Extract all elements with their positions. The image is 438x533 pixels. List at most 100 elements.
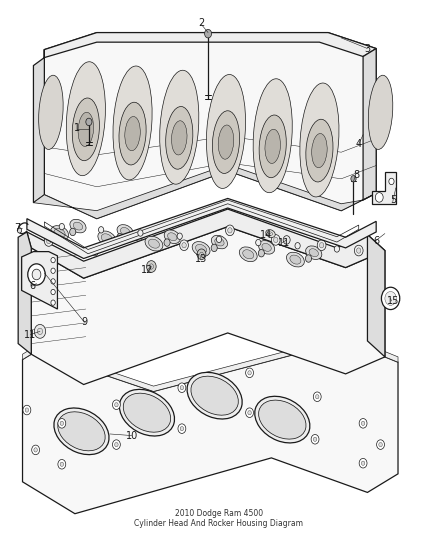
Ellipse shape [206, 75, 246, 189]
Circle shape [28, 264, 45, 285]
Ellipse shape [309, 249, 318, 256]
Circle shape [180, 385, 184, 390]
Ellipse shape [166, 107, 193, 169]
Text: 7: 7 [14, 223, 21, 233]
Ellipse shape [39, 75, 63, 149]
Text: 6: 6 [29, 281, 35, 291]
Ellipse shape [51, 225, 69, 240]
Circle shape [246, 408, 254, 417]
Circle shape [32, 269, 41, 280]
Circle shape [385, 292, 396, 305]
Ellipse shape [312, 133, 327, 168]
Circle shape [51, 257, 55, 263]
Ellipse shape [113, 66, 152, 180]
Circle shape [92, 248, 97, 253]
Circle shape [375, 192, 383, 202]
Polygon shape [363, 49, 376, 200]
Ellipse shape [172, 121, 187, 155]
Circle shape [295, 243, 300, 249]
Circle shape [115, 442, 118, 447]
Ellipse shape [192, 241, 210, 256]
Ellipse shape [98, 231, 116, 246]
Ellipse shape [255, 397, 310, 443]
Text: 2010 Dodge Ram 4500
Cylinder Head And Rocker Housing Diagram: 2010 Dodge Ram 4500 Cylinder Head And Ro… [134, 508, 304, 528]
Circle shape [134, 230, 143, 241]
Ellipse shape [148, 239, 159, 248]
Circle shape [99, 227, 104, 233]
Circle shape [34, 325, 46, 338]
Circle shape [351, 175, 356, 182]
Circle shape [23, 405, 31, 415]
Circle shape [60, 421, 64, 425]
Circle shape [216, 236, 222, 243]
Polygon shape [22, 341, 398, 514]
Ellipse shape [145, 236, 163, 251]
Polygon shape [27, 198, 376, 259]
Circle shape [226, 225, 234, 236]
Ellipse shape [300, 83, 339, 197]
Ellipse shape [266, 230, 275, 237]
Ellipse shape [218, 125, 234, 159]
Circle shape [117, 233, 123, 241]
Ellipse shape [101, 234, 112, 243]
Ellipse shape [268, 232, 273, 235]
Ellipse shape [125, 117, 140, 151]
Ellipse shape [368, 75, 393, 149]
Ellipse shape [168, 233, 177, 241]
Ellipse shape [70, 219, 86, 233]
Text: 1: 1 [74, 123, 80, 133]
Circle shape [86, 118, 92, 126]
Circle shape [58, 459, 66, 469]
Ellipse shape [258, 400, 306, 439]
Circle shape [313, 392, 321, 401]
Text: 10: 10 [126, 431, 138, 441]
Circle shape [178, 424, 186, 433]
Ellipse shape [119, 102, 146, 165]
Circle shape [60, 462, 64, 466]
Circle shape [258, 249, 265, 257]
Circle shape [113, 400, 120, 409]
Circle shape [182, 243, 186, 248]
Circle shape [147, 261, 156, 272]
Ellipse shape [253, 79, 292, 193]
Polygon shape [31, 227, 385, 384]
Circle shape [315, 394, 319, 399]
Circle shape [177, 233, 182, 239]
Ellipse shape [215, 238, 224, 246]
Circle shape [51, 268, 55, 273]
Ellipse shape [239, 247, 257, 262]
Circle shape [25, 408, 28, 412]
Text: 3: 3 [364, 44, 371, 53]
Circle shape [51, 279, 55, 284]
Circle shape [70, 228, 76, 236]
Circle shape [58, 418, 66, 428]
Circle shape [354, 245, 363, 256]
Circle shape [178, 383, 186, 392]
Circle shape [274, 237, 278, 243]
Circle shape [34, 448, 37, 452]
Circle shape [115, 402, 118, 407]
Circle shape [59, 223, 64, 230]
Ellipse shape [212, 235, 227, 249]
Ellipse shape [262, 244, 271, 252]
Circle shape [51, 289, 55, 295]
Ellipse shape [290, 255, 301, 264]
Text: 15: 15 [387, 296, 399, 306]
Circle shape [205, 29, 212, 38]
Circle shape [17, 228, 21, 233]
Polygon shape [21, 252, 57, 309]
Text: 14: 14 [260, 230, 272, 240]
Circle shape [228, 228, 232, 233]
Ellipse shape [306, 119, 333, 182]
Text: 9: 9 [81, 317, 88, 327]
Circle shape [164, 239, 170, 246]
Ellipse shape [187, 373, 242, 419]
Ellipse shape [164, 230, 180, 244]
Ellipse shape [123, 393, 171, 432]
Text: 8: 8 [353, 170, 360, 180]
Ellipse shape [73, 222, 83, 230]
Circle shape [248, 410, 251, 415]
Circle shape [377, 440, 385, 449]
Polygon shape [44, 33, 376, 58]
Circle shape [317, 240, 326, 251]
